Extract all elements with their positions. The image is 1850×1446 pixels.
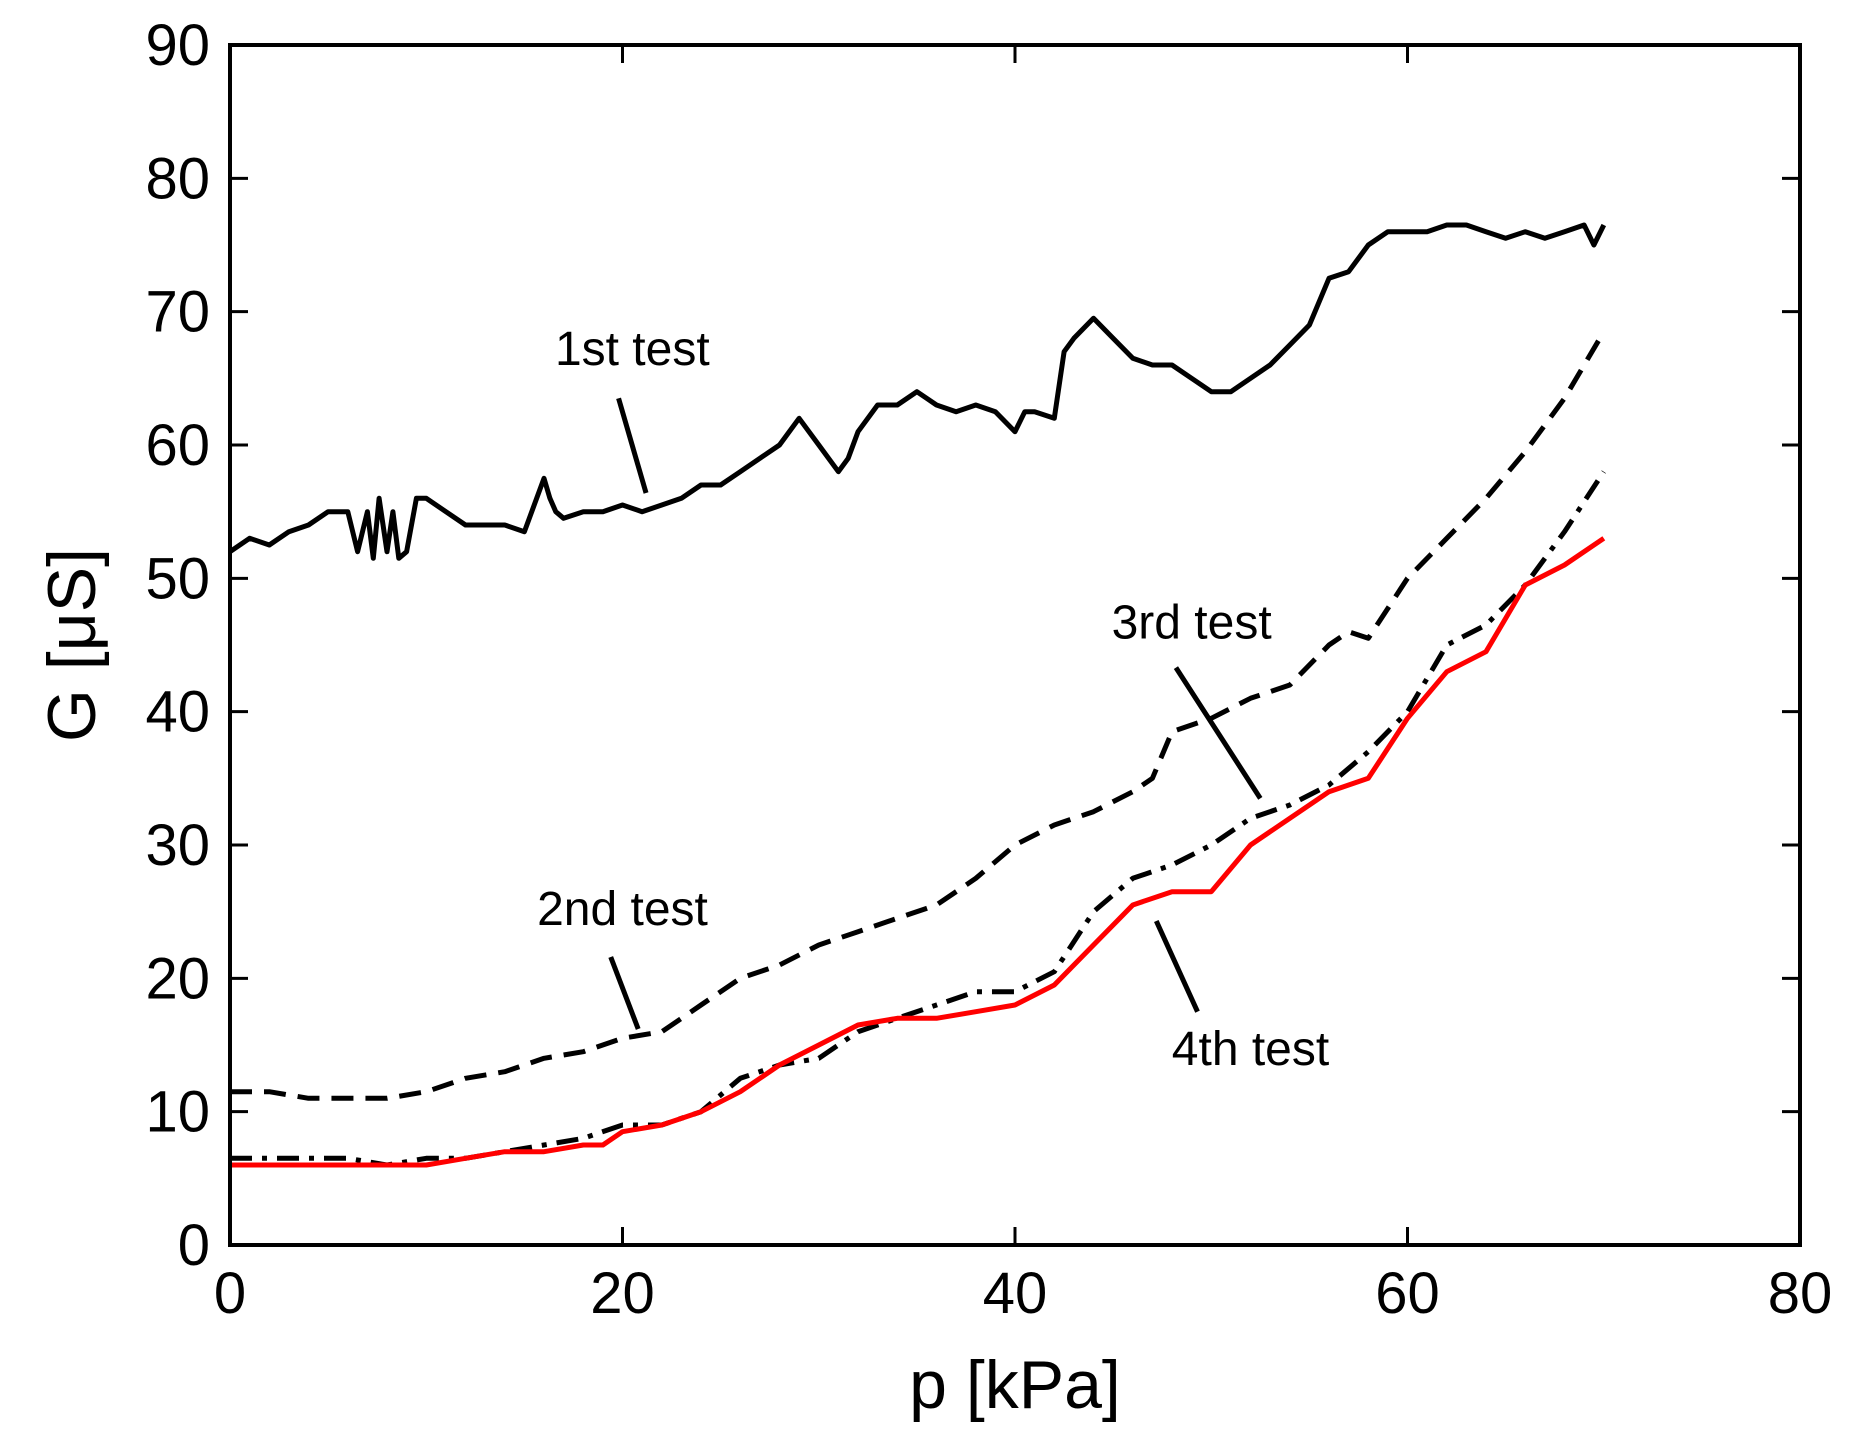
series-line-4th-test [230, 536, 1606, 1168]
x-tick-label: 40 [983, 1261, 1048, 1326]
y-tick-label: 20 [145, 946, 210, 1011]
y-tick-label: 40 [145, 680, 210, 745]
plot-frame [228, 43, 1802, 1247]
x-axis-title: p [kPa] [909, 1347, 1121, 1423]
y-tick-label: 90 [145, 13, 210, 78]
x-tick-label: 60 [1375, 1261, 1440, 1326]
x-tick-label: 0 [214, 1261, 246, 1326]
series-line-3rd-test [230, 470, 1606, 1168]
y-tick-label: 60 [145, 413, 210, 478]
x-tick-label: 80 [1768, 1261, 1833, 1326]
annotation-label: 3rd test [1112, 596, 1272, 649]
annotation-label: 4th test [1172, 1023, 1329, 1076]
annotation-label: 2nd test [537, 883, 708, 936]
series-line-2nd-test [230, 330, 1606, 1101]
series-line-1st-test [228, 222, 1607, 561]
y-tick-label: 80 [145, 146, 210, 211]
y-tick-label: 50 [145, 546, 210, 611]
y-tick-label: 10 [145, 1080, 210, 1145]
annotation-label: 1st test [555, 323, 710, 376]
y-tick-label: 0 [178, 1213, 210, 1278]
annotation-leader-line [1154, 919, 1200, 1013]
annotation-leader-line [608, 956, 641, 1030]
y-tick-label: 70 [145, 280, 210, 345]
annotation-leader-line [616, 397, 649, 494]
y-axis-title: G [μS] [34, 548, 110, 742]
y-tick-label: 30 [145, 813, 210, 878]
annotation-leader-line [1173, 666, 1263, 800]
x-tick-label: 20 [590, 1261, 655, 1326]
